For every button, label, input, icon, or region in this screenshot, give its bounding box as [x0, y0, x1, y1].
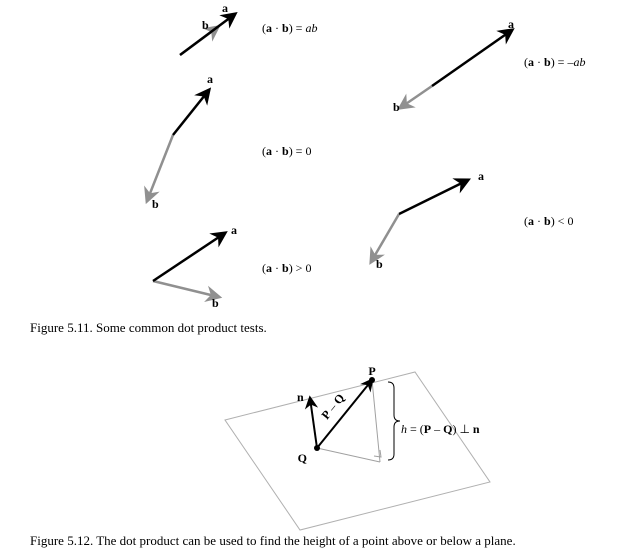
equation: (a · b) = –ab	[524, 55, 585, 69]
label-a: a	[222, 1, 228, 15]
label-b: b	[393, 100, 400, 114]
vector-a-arrow	[153, 233, 225, 281]
label-b: b	[376, 257, 383, 271]
plane	[225, 372, 490, 530]
case-antiparallel: a b (a · b) = –ab	[393, 17, 585, 114]
vertical-line	[372, 380, 380, 462]
vector-b-arrow	[400, 86, 432, 108]
case-perp: a b (a · b) = 0	[147, 72, 311, 211]
label-a: a	[508, 17, 514, 31]
case-obtuse: a b (a · b) < 0	[371, 169, 573, 271]
vector-n-arrow	[310, 398, 317, 448]
page: ab(a · b) = abab(a · b) = –abab(a · b) =…	[0, 0, 632, 551]
figure-5-11: ab(a · b) = abab(a · b) = –abab(a · b) =…	[147, 1, 585, 310]
figure-5-12: nPQP – Qh = (P – Q) ⊥ n	[225, 364, 490, 530]
figure-5-12-number: Figure 5.12.	[30, 533, 93, 548]
vector-a-arrow	[399, 180, 468, 214]
figure-5-11-text: Some common dot product tests.	[96, 320, 267, 335]
label-b: b	[152, 197, 159, 211]
equation: (a · b) > 0	[262, 261, 311, 275]
label-p: P	[368, 364, 375, 378]
label-a: a	[231, 223, 237, 237]
equation: (a · b) = ab	[262, 21, 317, 35]
equation: (a · b) < 0	[524, 214, 573, 228]
figure-5-12-caption: Figure 5.12. The dot product can be used…	[30, 533, 516, 549]
label-a: a	[478, 169, 484, 183]
projection-line	[317, 448, 380, 462]
label-q: Q	[298, 451, 307, 465]
vector-b-arrow	[371, 214, 399, 262]
label-a: a	[207, 72, 213, 86]
vector-b-arrow	[147, 135, 173, 201]
brace	[388, 382, 400, 460]
vector-b-arrow	[153, 281, 219, 297]
right-angle-icon	[374, 450, 381, 457]
vector-a-arrow	[432, 30, 512, 86]
diagram-svg: ab(a · b) = abab(a · b) = –abab(a · b) =…	[0, 0, 632, 551]
figure-5-12-text: The dot product can be used to find the …	[96, 533, 516, 548]
equation: (a · b) = 0	[262, 144, 311, 158]
vector-a-arrow	[173, 90, 209, 135]
label-b: b	[202, 18, 209, 32]
label-n: n	[297, 390, 304, 404]
figure-5-11-caption: Figure 5.11. Some common dot product tes…	[30, 320, 267, 336]
point-q	[314, 445, 320, 451]
case-parallel: ab (a · b) = ab	[180, 1, 317, 55]
figure-5-11-number: Figure 5.11.	[30, 320, 93, 335]
case-acute: a b (a · b) > 0	[153, 223, 311, 310]
equation-h: h = (P – Q) ⊥ n	[401, 422, 480, 436]
label-b: b	[212, 296, 219, 310]
